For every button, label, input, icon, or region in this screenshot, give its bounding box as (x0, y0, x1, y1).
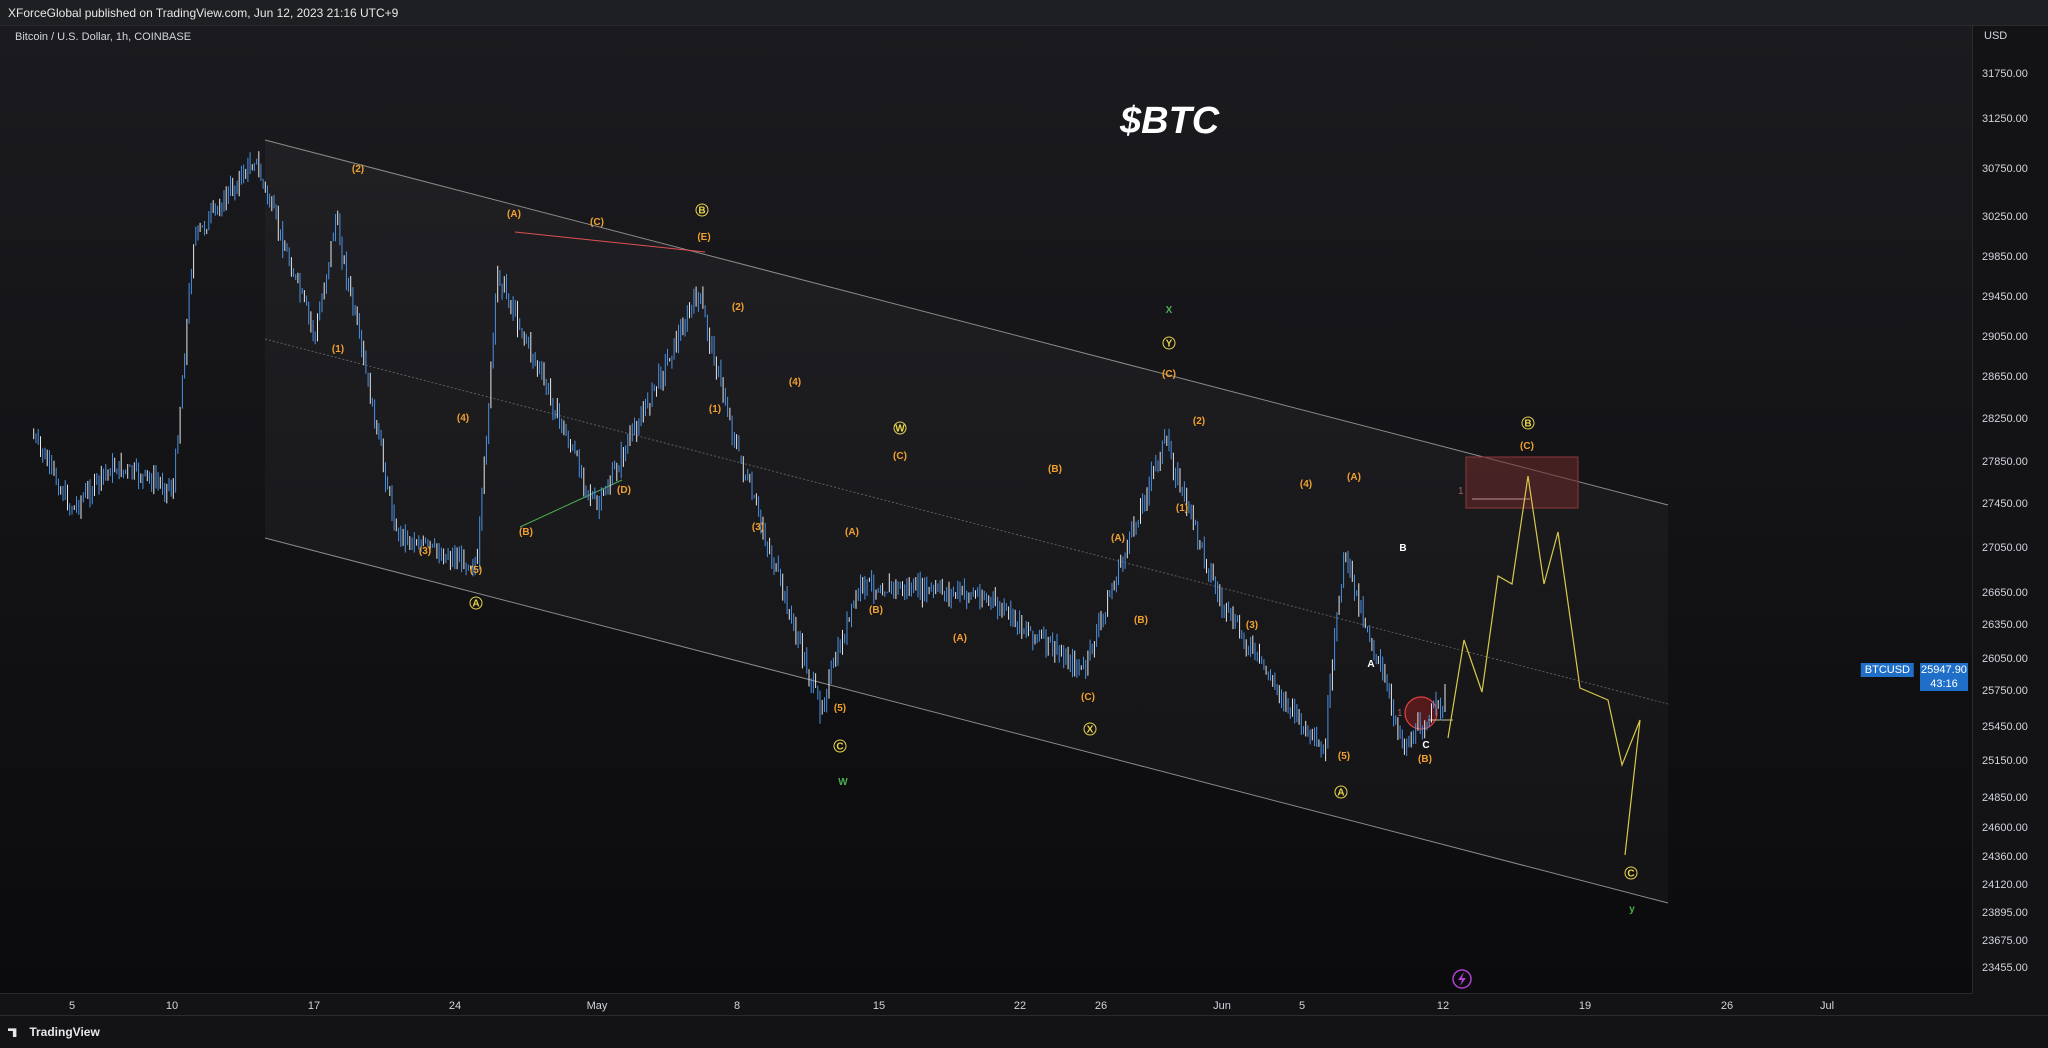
time-axis[interactable] (0, 993, 1972, 1016)
brand-name: TradingView (29, 1025, 100, 1039)
publish-header: XForceGlobal published on TradingView.co… (0, 0, 2048, 26)
publish-text: XForceGlobal published on TradingView.co… (8, 6, 399, 20)
current-price-badge: BTCUSD 25947.90 43:16 (1860, 663, 1968, 691)
tradingview-icon (8, 1028, 17, 1038)
currency-label: USD (1984, 30, 2008, 42)
footer (0, 1015, 2048, 1048)
badge-countdown: 43:16 (1930, 678, 1958, 690)
badge-ticker: BTCUSD (1860, 663, 1914, 677)
price-axis[interactable] (1972, 26, 2048, 993)
chart-title: $BTC (1120, 100, 1220, 142)
tradingview-logo[interactable]: TradingView (8, 1025, 100, 1039)
symbol-description: Bitcoin / U.S. Dollar, 1h, COINBASE (15, 31, 192, 43)
badge-price: 25947.90 (1921, 664, 1967, 676)
chart-area[interactable] (0, 26, 1972, 993)
